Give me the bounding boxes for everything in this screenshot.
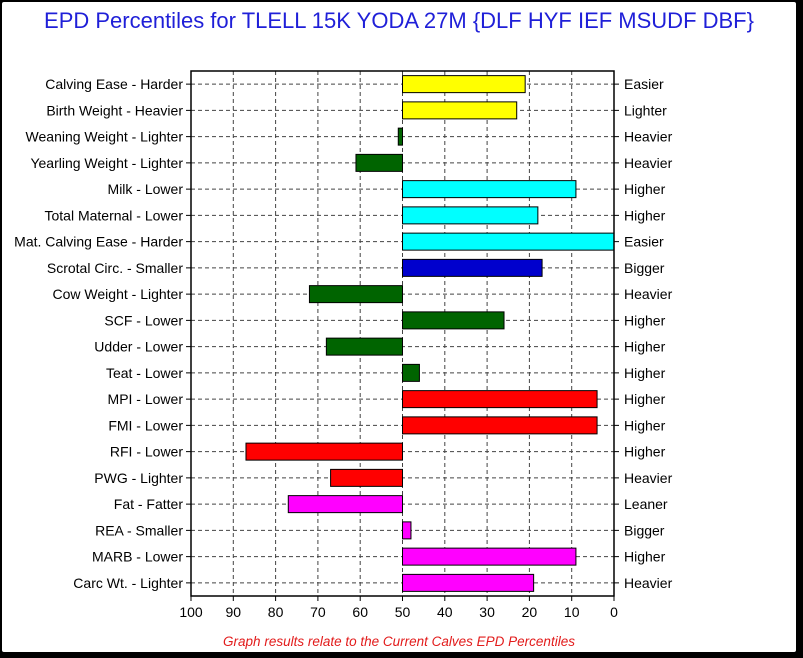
row-label-left: Scrotal Circ. - Smaller <box>47 260 183 276</box>
x-tick-label: 70 <box>310 604 326 620</box>
bar <box>402 258 543 277</box>
row-label-left: SCF - Lower <box>104 312 183 328</box>
bar <box>397 127 403 146</box>
chart-panel: EPD Percentiles for TLELL 15K YODA 27M {… <box>2 2 796 652</box>
bar <box>402 573 535 592</box>
row-label-right: Bigger <box>624 522 665 538</box>
bar <box>287 495 404 514</box>
row-label-left: REA - Smaller <box>95 522 183 538</box>
chart-footnote: Graph results relate to the Current Calv… <box>223 634 575 649</box>
bar <box>402 101 518 120</box>
row-label-left: MARB - Lower <box>92 549 183 565</box>
bar <box>330 468 403 487</box>
row-label-left: Cow Weight - Lighter <box>53 286 184 302</box>
row-label-left: Fat - Fatter <box>114 496 184 512</box>
x-tick-label: 100 <box>179 604 203 620</box>
row-label-left: PWG - Lighter <box>94 470 183 486</box>
bar <box>308 285 403 304</box>
row-label-left: Calving Ease - Harder <box>45 76 183 92</box>
x-tick-label: 50 <box>395 604 411 620</box>
bar <box>402 547 577 566</box>
row-label-left: Birth Weight - Heavier <box>46 102 183 118</box>
bar <box>402 363 420 382</box>
x-tick-label: 60 <box>352 604 368 620</box>
bar <box>402 75 526 94</box>
bar <box>402 390 598 409</box>
bar <box>402 180 577 199</box>
chart-title: EPD Percentiles for TLELL 15K YODA 27M {… <box>44 8 754 33</box>
x-tick-label: 80 <box>268 604 284 620</box>
row-label-left: Yearling Weight - Lighter <box>30 155 183 171</box>
x-tick-label: 20 <box>522 604 538 620</box>
bar <box>402 521 412 540</box>
x-tick-label: 30 <box>479 604 495 620</box>
row-label-left: MPI - Lower <box>108 391 184 407</box>
row-label-left: Total Maternal - Lower <box>44 207 183 223</box>
row-label-right: Easier <box>624 234 664 250</box>
row-label-right: Easier <box>624 76 664 92</box>
row-label-left: Weaning Weight - Lighter <box>26 129 184 145</box>
bar <box>245 442 403 461</box>
row-label-left: Teat - Lower <box>106 365 183 381</box>
row-label-right: Higher <box>624 549 666 565</box>
bar <box>355 153 403 172</box>
row-label-left: FMI - Lower <box>108 417 183 433</box>
bar <box>402 232 615 251</box>
row-label-left: Udder - Lower <box>94 339 183 355</box>
row-label-right: Heavier <box>624 470 673 486</box>
row-label-right: Heavier <box>624 575 673 591</box>
row-label-right: Leaner <box>624 496 668 512</box>
row-label-right: Higher <box>624 444 666 460</box>
row-label-right: Lighter <box>624 102 667 118</box>
row-label-right: Heavier <box>624 155 673 171</box>
row-label-right: Higher <box>624 181 666 197</box>
row-label-right: Higher <box>624 312 666 328</box>
row-label-right: Higher <box>624 417 666 433</box>
x-tick-label: 0 <box>610 604 618 620</box>
row-label-right: Higher <box>624 339 666 355</box>
row-label-right: Higher <box>624 365 666 381</box>
bar <box>325 337 403 356</box>
row-label-left: Carc Wt. - Lighter <box>73 575 183 591</box>
row-label-left: Milk - Lower <box>108 181 184 197</box>
row-label-left: RFI - Lower <box>110 444 183 460</box>
bar <box>402 416 598 435</box>
x-tick-label: 90 <box>226 604 242 620</box>
row-label-right: Higher <box>624 207 666 223</box>
row-label-right: Bigger <box>624 260 665 276</box>
x-tick-label: 10 <box>564 604 580 620</box>
row-label-right: Heavier <box>624 286 673 302</box>
bar <box>402 311 505 330</box>
bar <box>402 206 539 225</box>
x-tick-label: 40 <box>437 604 453 620</box>
row-label-right: Heavier <box>624 129 673 145</box>
row-label-right: Higher <box>624 391 666 407</box>
row-label-left: Mat. Calving Ease - Harder <box>14 234 183 250</box>
